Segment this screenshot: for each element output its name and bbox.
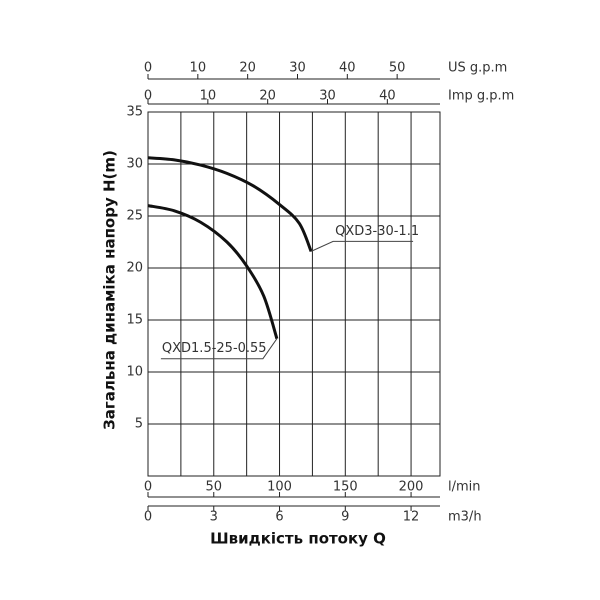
y-tick-label: 25 [126,209,143,224]
y-tick-label: 5 [135,417,143,432]
x-tick-label: 20 [259,89,276,104]
x-tick-label: 20 [239,61,256,76]
x-tick-label: 10 [190,61,207,76]
y-tick-label: 35 [126,105,143,120]
x-axis-label: Швидкість потоку Q [210,530,386,548]
x-tick-label: 0 [144,510,152,525]
x-tick-label: 40 [339,61,356,76]
axis-unit: US g.p.m [448,61,507,76]
axis-unit: m3/h [448,510,482,525]
x-tick-label: 12 [403,510,420,525]
y-axis-label: Загальна динаміка напору H(m) [101,150,119,430]
x-tick-label: 30 [289,61,306,76]
y-tick-label: 10 [126,365,143,380]
x-tick-label: 3 [210,510,218,525]
y-tick-label: 20 [126,261,143,276]
y-tick-label: 15 [126,313,143,328]
leader-line [310,240,414,252]
axis-unit: l/min [448,480,481,495]
x-tick-label: 0 [144,61,152,76]
x-tick-label: 200 [399,480,424,495]
curve [147,156,313,252]
y-tick-label: 30 [126,157,143,172]
x-tick-label: 9 [341,510,349,525]
curve [147,204,279,340]
x-tick-label: 30 [319,89,336,104]
leader-line [160,338,278,360]
x-tick-label: 6 [275,510,283,525]
x-tick-label: 10 [200,89,217,104]
x-tick-label: 150 [333,480,358,495]
series-label: QXD3-30-1.1 [335,224,419,239]
x-tick-label: 0 [144,89,152,104]
x-tick-label: 40 [379,89,396,104]
series-label: QXD1.5-25-0.55 [162,341,267,356]
axis-unit: Imp g.p.m [448,89,514,104]
x-tick-label: 0 [144,480,152,495]
x-tick-label: 50 [389,61,406,76]
x-tick-label: 100 [267,480,292,495]
x-tick-label: 50 [205,480,222,495]
